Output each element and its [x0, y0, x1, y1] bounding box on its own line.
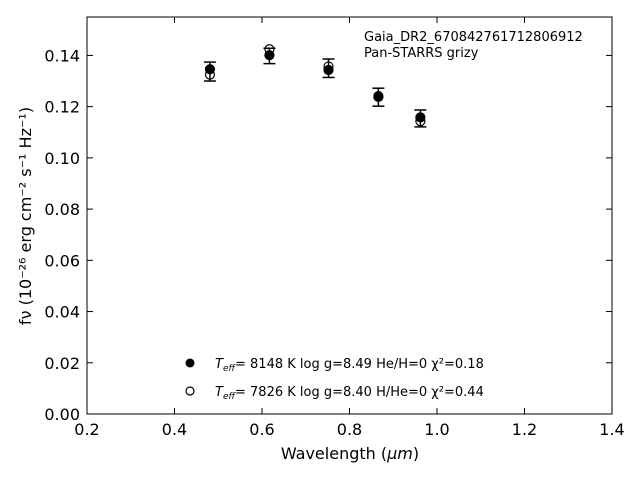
filled-marker: [204, 64, 216, 75]
open-marker: [415, 116, 426, 127]
data-points: [204, 44, 426, 127]
x-tick-label: 1.0: [424, 420, 449, 439]
y-tick-label: 0.00: [44, 405, 80, 424]
legend-label-series-2: Teff= 7826 K log g=8.40 H/He=0 χ²=0.44: [215, 385, 484, 402]
legend-teff-sub-1: eff: [223, 364, 237, 374]
legend-teff-2: T: [215, 385, 224, 400]
x-axis-label-prefix: Wavelength (: [281, 444, 387, 463]
y-axis-label: fν (10⁻²⁶ erg cm⁻² s⁻¹ Hz⁻¹): [16, 107, 35, 325]
legend-rest-2: = 7826 K log g=8.40 H/He=0 χ²=0.44: [235, 385, 484, 400]
open-marker: [204, 69, 216, 80]
annotation-object-id: Gaia_DR2_670842761712806912: [364, 30, 583, 45]
legend-marker-open: [185, 386, 195, 396]
legend-teff-1: T: [215, 357, 224, 372]
x-axis-label-suffix: ): [413, 444, 419, 463]
x-tick-label: 1.2: [512, 420, 537, 439]
x-tick-label: 0.2: [74, 420, 99, 439]
y-tick-label: 0.14: [44, 46, 80, 65]
x-tick-label: 0.8: [337, 420, 362, 439]
open-marker: [373, 91, 384, 103]
axis-ticks: 0.2 0.4 0.6 0.8 1.0 1.2 1.4 0.00 0.02 0.04 0.06 0.0…: [44, 17, 625, 439]
y-tick-label: 0.12: [44, 98, 80, 117]
open-marker: [323, 61, 334, 72]
x-axis-label-unit: μm: [386, 444, 413, 463]
y-tick-label: 0.08: [44, 200, 80, 219]
x-tick-label: 1.4: [599, 420, 624, 439]
filled-marker: [323, 64, 334, 76]
annotation-survey: Pan-STARRS grizy: [364, 46, 479, 61]
y-tick-label: 0.06: [44, 251, 80, 270]
legend-marker-filled: [185, 358, 195, 368]
legend-label-series-1: Teff= 8148 K log g=8.49 He/H=0 χ²=0.18: [215, 357, 484, 374]
open-marker: [264, 44, 275, 55]
filled-marker: [415, 112, 426, 123]
y-tick-label: 0.02: [44, 354, 80, 373]
y-tick-label: 0.10: [44, 149, 80, 168]
y-tick-label: 0.04: [44, 303, 80, 322]
x-tick-label: 0.4: [162, 420, 187, 439]
legend-teff-sub-2: eff: [223, 392, 237, 402]
x-axis-label: Wavelength (μm): [281, 444, 419, 463]
legend-rest-1: = 8148 K log g=8.49 He/H=0 χ²=0.18: [235, 357, 484, 372]
x-tick-label: 0.6: [249, 420, 274, 439]
legend: Teff= 8148 K log g=8.49 He/H=0 χ²=0.18 T…: [185, 357, 484, 402]
